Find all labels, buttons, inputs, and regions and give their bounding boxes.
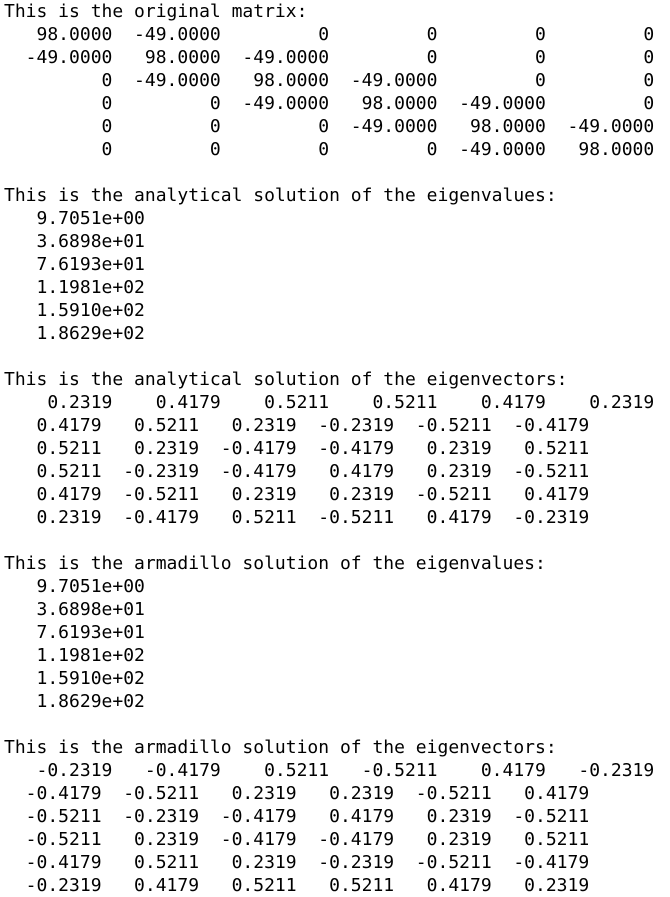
blank-line bbox=[4, 713, 670, 736]
analytical-eigenvector-row-3: 0.5211 0.2319 -0.4179 -0.4179 0.2319 0.5… bbox=[4, 438, 590, 459]
matrix-row-5: 0 0 0 -49.0000 98.0000 -49.0000 bbox=[4, 116, 655, 137]
matrix-row-3: 0 -49.0000 98.0000 -49.0000 0 0 bbox=[4, 70, 655, 91]
header-armadillo-eigenvectors: This is the armadillo solution of the ei… bbox=[4, 737, 557, 758]
blank-line bbox=[4, 345, 670, 368]
matrix-row-6: 0 0 0 0 -49.0000 98.0000 bbox=[4, 139, 655, 160]
armadillo-eigenvalue-6: 1.8629e+02 bbox=[4, 691, 145, 712]
armadillo-eigenvalue-5: 1.5910e+02 bbox=[4, 668, 145, 689]
matrix-row-4: 0 0 -49.0000 98.0000 -49.0000 0 bbox=[4, 93, 655, 114]
header-analytical-eigenvectors: This is the analytical solution of the e… bbox=[4, 369, 568, 390]
analytical-eigenvalue-1: 9.7051e+00 bbox=[4, 208, 145, 229]
header-armadillo-eigenvalues: This is the armadillo solution of the ei… bbox=[4, 553, 546, 574]
analytical-eigenvector-row-5: 0.4179 -0.5211 0.2319 0.2319 -0.5211 0.4… bbox=[4, 484, 590, 505]
analytical-eigenvector-row-4: 0.5211 -0.2319 -0.4179 0.4179 0.2319 -0.… bbox=[4, 461, 590, 482]
armadillo-eigenvector-row-4: -0.5211 0.2319 -0.4179 -0.4179 0.2319 0.… bbox=[4, 829, 590, 850]
armadillo-eigenvector-row-1: -0.2319 -0.4179 0.5211 -0.5211 0.4179 -0… bbox=[4, 760, 655, 781]
armadillo-eigenvalue-4: 1.1981e+02 bbox=[4, 645, 145, 666]
armadillo-eigenvector-row-6: -0.2319 0.4179 0.5211 0.5211 0.4179 0.23… bbox=[4, 875, 590, 896]
analytical-eigenvalue-3: 7.6193e+01 bbox=[4, 254, 145, 275]
analytical-eigenvector-row-6: 0.2319 -0.4179 0.5211 -0.5211 0.4179 -0.… bbox=[4, 507, 590, 528]
analytical-eigenvalue-5: 1.5910e+02 bbox=[4, 300, 145, 321]
header-analytical-eigenvalues: This is the analytical solution of the e… bbox=[4, 185, 557, 206]
armadillo-eigenvalue-1: 9.7051e+00 bbox=[4, 576, 145, 597]
analytical-eigenvalue-4: 1.1981e+02 bbox=[4, 277, 145, 298]
armadillo-eigenvector-row-2: -0.4179 -0.5211 0.2319 0.2319 -0.5211 0.… bbox=[4, 783, 590, 804]
armadillo-eigenvector-row-5: -0.4179 0.5211 0.2319 -0.2319 -0.5211 -0… bbox=[4, 852, 590, 873]
analytical-eigenvalue-2: 3.6898e+01 bbox=[4, 231, 145, 252]
armadillo-eigenvalue-2: 3.6898e+01 bbox=[4, 599, 145, 620]
analytical-eigenvalue-6: 1.8629e+02 bbox=[4, 323, 145, 344]
blank-line bbox=[4, 161, 670, 184]
armadillo-eigenvector-row-3: -0.5211 -0.2319 -0.4179 0.4179 0.2319 -0… bbox=[4, 806, 590, 827]
matrix-row-2: -49.0000 98.0000 -49.0000 0 0 0 bbox=[4, 47, 655, 68]
analytical-eigenvector-row-1: 0.2319 0.4179 0.5211 0.5211 0.4179 0.231… bbox=[4, 392, 655, 413]
blank-line bbox=[4, 529, 670, 552]
armadillo-eigenvalue-3: 7.6193e+01 bbox=[4, 622, 145, 643]
header-original-matrix: This is the original matrix: bbox=[4, 1, 308, 22]
analytical-eigenvector-row-2: 0.4179 0.5211 0.2319 -0.2319 -0.5211 -0.… bbox=[4, 415, 590, 436]
matrix-row-1: 98.0000 -49.0000 0 0 0 0 bbox=[4, 24, 655, 45]
